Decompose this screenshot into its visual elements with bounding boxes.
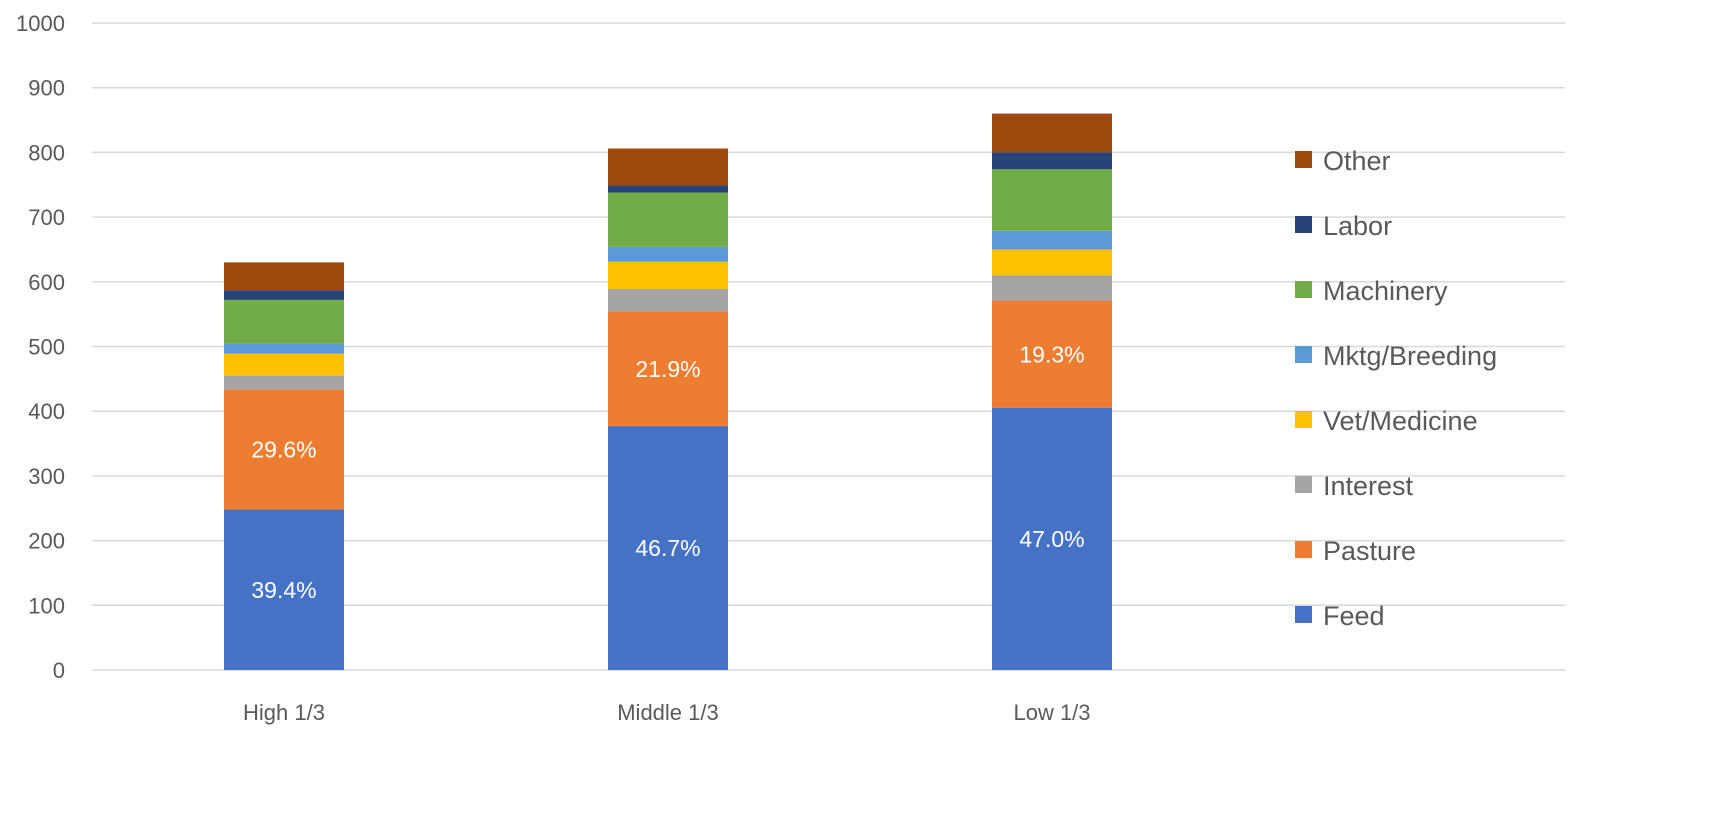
x-tick-label: High 1/3 [243, 700, 325, 725]
y-tick-label: 400 [28, 399, 65, 424]
data-label: 39.4% [251, 577, 316, 603]
bar-segment-interest [224, 375, 344, 390]
bar-segment-pasture [992, 300, 1112, 408]
bar-segment-feed [608, 426, 728, 670]
bar-segment-machinery [992, 169, 1112, 231]
legend-swatch [1295, 151, 1312, 168]
legend-swatch [1295, 541, 1312, 558]
legend: Other Labor Machinery Mktg/Breeding Vet/Medi… [1295, 146, 1497, 631]
data-label: 19.3% [1019, 341, 1084, 367]
bar-segment-mktg-breeding [608, 246, 728, 262]
bar-segment-labor [608, 185, 728, 193]
y-tick-label: 300 [28, 464, 65, 489]
bar-segment-other [224, 262, 344, 291]
bar-segment-mktg-breeding [992, 230, 1112, 250]
bar-segment-feed [224, 509, 344, 670]
bar-segment-pasture [608, 311, 728, 427]
y-tick-label: 100 [28, 593, 65, 618]
data-label: 46.7% [635, 535, 700, 561]
y-axis: 0 100 200 300 400 500 600 700 800 900 1000 [16, 11, 65, 683]
legend-label: Pasture [1323, 536, 1416, 566]
x-axis: High 1/3 Middle 1/3 Low 1/3 [243, 700, 1091, 725]
bar-segment-labor [224, 290, 344, 300]
bar-segment-interest [992, 275, 1112, 301]
legend-label: Other [1323, 146, 1391, 176]
bar-segment-pasture [224, 389, 344, 510]
legend-label: Labor [1323, 211, 1392, 241]
bar-segment-vet-medicine [608, 261, 728, 289]
bar-segment-mktg-breeding [224, 343, 344, 354]
bar-segment-feed [992, 407, 1112, 670]
x-tick-label: Middle 1/3 [617, 700, 719, 725]
y-tick-label: 1000 [16, 11, 65, 36]
legend-swatch [1295, 476, 1312, 493]
x-tick-label: Low 1/3 [1013, 700, 1090, 725]
bar-segment-other [608, 148, 728, 186]
legend-swatch [1295, 216, 1312, 233]
data-label: 47.0% [1019, 526, 1084, 552]
bar-segment-interest [608, 288, 728, 312]
legend-label: Mktg/Breeding [1323, 341, 1497, 371]
bar-segment-vet-medicine [992, 249, 1112, 276]
legend-swatch [1295, 606, 1312, 623]
y-tick-label: 900 [28, 76, 65, 101]
legend-label: Interest [1323, 471, 1414, 501]
data-label: 21.9% [635, 356, 700, 382]
legend-swatch [1295, 346, 1312, 363]
y-tick-label: 200 [28, 529, 65, 554]
legend-label: Feed [1323, 601, 1385, 631]
y-tick-label: 600 [28, 270, 65, 295]
y-tick-label: 0 [53, 658, 65, 683]
bar-segment-vet-medicine [224, 353, 344, 376]
bars: 39.4% 29.6% 46.7% 21.9% 47.0% 19.3% [224, 113, 1112, 670]
bar-segment-machinery [224, 299, 344, 344]
legend-label: Vet/Medicine [1323, 406, 1478, 436]
bar-segment-labor [992, 152, 1112, 170]
legend-swatch [1295, 281, 1312, 298]
y-tick-label: 700 [28, 205, 65, 230]
bar-segment-machinery [608, 192, 728, 247]
bar-segment-other [992, 113, 1112, 153]
legend-swatch [1295, 411, 1312, 428]
legend-label: Machinery [1323, 276, 1448, 306]
y-tick-label: 500 [28, 335, 65, 360]
y-tick-label: 800 [28, 140, 65, 165]
data-label: 29.6% [251, 436, 316, 462]
